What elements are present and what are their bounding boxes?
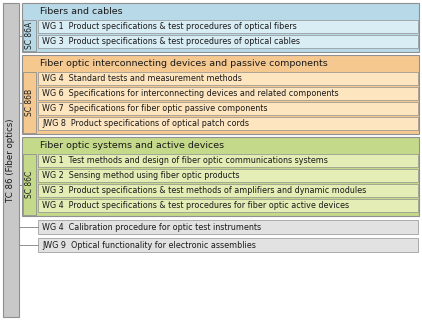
Text: SC 86A: SC 86A — [25, 22, 34, 49]
Text: WG 4  Standard tests and measurement methods: WG 4 Standard tests and measurement meth… — [42, 74, 242, 83]
FancyBboxPatch shape — [38, 220, 418, 234]
FancyBboxPatch shape — [23, 20, 36, 51]
FancyBboxPatch shape — [38, 72, 418, 85]
Text: WG 1  Test methods and design of fiber optic communications systems: WG 1 Test methods and design of fiber op… — [42, 156, 328, 165]
Text: JWG 8  Product specifications of optical patch cords: JWG 8 Product specifications of optical … — [42, 119, 249, 128]
FancyBboxPatch shape — [38, 117, 418, 130]
FancyBboxPatch shape — [23, 154, 36, 215]
Text: WG 2  Sensing method using fiber optic products: WG 2 Sensing method using fiber optic pr… — [42, 171, 240, 180]
Text: Fiber optic interconnecting devices and passive components: Fiber optic interconnecting devices and … — [40, 58, 328, 67]
FancyBboxPatch shape — [38, 199, 418, 212]
Text: WG 7  Specifications for fiber optic passive components: WG 7 Specifications for fiber optic pass… — [42, 104, 268, 113]
FancyBboxPatch shape — [3, 3, 19, 317]
FancyBboxPatch shape — [38, 87, 418, 100]
Text: Fiber optic systems and active devices: Fiber optic systems and active devices — [40, 141, 224, 150]
Text: SC 86B: SC 86B — [25, 89, 34, 116]
Text: TC 86 (Fiber optics): TC 86 (Fiber optics) — [6, 118, 16, 202]
FancyBboxPatch shape — [38, 154, 418, 167]
Text: WG 3  Product specifications & test procedures of optical cables: WG 3 Product specifications & test proce… — [42, 37, 300, 46]
FancyBboxPatch shape — [38, 20, 418, 33]
Text: JWG 9  Optical functionality for electronic assemblies: JWG 9 Optical functionality for electron… — [42, 240, 256, 249]
FancyBboxPatch shape — [22, 3, 419, 52]
FancyBboxPatch shape — [22, 137, 419, 216]
FancyBboxPatch shape — [38, 169, 418, 182]
FancyBboxPatch shape — [38, 238, 418, 252]
Text: Fibers and cables: Fibers and cables — [40, 6, 123, 15]
Text: SC 86C: SC 86C — [25, 171, 34, 198]
FancyBboxPatch shape — [38, 35, 418, 48]
Text: WG 4  Product specifications & test procedures for fiber optic active devices: WG 4 Product specifications & test proce… — [42, 201, 349, 210]
Text: WG 4  Calibration procedure for optic test instruments: WG 4 Calibration procedure for optic tes… — [42, 222, 261, 231]
Text: WG 6  Specifications for interconnecting devices and related components: WG 6 Specifications for interconnecting … — [42, 89, 338, 98]
FancyBboxPatch shape — [38, 184, 418, 197]
Text: WG 3  Product specifications & test methods of amplifiers and dynamic modules: WG 3 Product specifications & test metho… — [42, 186, 366, 195]
FancyBboxPatch shape — [22, 55, 419, 134]
FancyBboxPatch shape — [38, 102, 418, 115]
FancyBboxPatch shape — [23, 72, 36, 133]
Text: WG 1  Product specifications & test procedures of optical fibers: WG 1 Product specifications & test proce… — [42, 22, 297, 31]
